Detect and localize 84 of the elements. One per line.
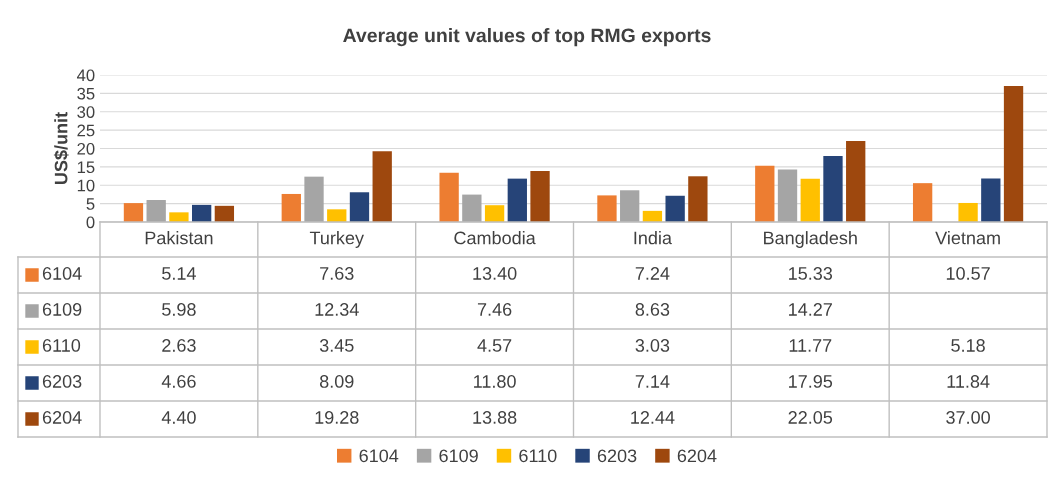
data-label: 4.66 [161, 375, 196, 388]
data-label: 8.09 [319, 375, 354, 388]
data-label: 4.40 [161, 411, 196, 424]
data-label: 7.46 [477, 303, 512, 316]
bar [146, 200, 166, 222]
bar [281, 193, 301, 222]
legend-label: 6109 [42, 303, 82, 316]
legend-label: 6104 [42, 267, 82, 280]
data-label: 13.40 [473, 267, 517, 280]
data-label: 8.63 [635, 303, 670, 316]
bar [304, 176, 324, 222]
bar [123, 203, 144, 222]
y-tick-label: 20 [77, 142, 95, 155]
bar [777, 169, 798, 222]
chart-title: Average unit values of top RMG exports [343, 28, 711, 47]
bar [688, 176, 708, 222]
data-label: 17.95 [789, 375, 833, 388]
x-tick-label: Vietnam [935, 231, 1000, 245]
data-label: 14.27 [789, 303, 832, 316]
data-label: 22.05 [788, 411, 833, 424]
y-tick-label: 10 [77, 179, 95, 192]
y-axis-title: US$/unit [53, 112, 69, 185]
bar [597, 195, 617, 222]
data-label: 10.57 [946, 267, 990, 280]
data-label: 7.14 [635, 375, 670, 388]
data-label: 12.44 [631, 411, 675, 424]
text: 6110 [519, 449, 557, 463]
data-label: 3.45 [319, 339, 354, 352]
bar [981, 178, 1001, 222]
y-tick-label: 25 [77, 124, 95, 137]
y-tick-label: 0 [86, 216, 95, 229]
y-tick-label: 15 [77, 161, 95, 174]
bar [214, 205, 235, 222]
bar [169, 212, 189, 222]
bar [755, 165, 775, 222]
data-label: 7.63 [320, 267, 354, 280]
data-label: 5.18 [951, 339, 985, 352]
data-label: 13.88 [473, 411, 517, 424]
bar [507, 178, 527, 222]
bar [439, 172, 459, 222]
data-label: 15.33 [789, 267, 833, 280]
data-label: 4.57 [477, 339, 512, 352]
data-label: 7.24 [635, 267, 670, 280]
bar [823, 156, 843, 222]
data-label: 12.34 [315, 303, 359, 316]
bar [372, 151, 392, 222]
x-tick-label: Turkey [309, 231, 364, 248]
x-tick-label: Bangladesh [764, 231, 857, 248]
text: 6109 [439, 449, 478, 463]
bar [530, 170, 550, 222]
text: 6204 [42, 411, 82, 424]
bar [349, 192, 370, 222]
bar [665, 195, 685, 222]
legend-label: 6203 [42, 375, 82, 388]
bar [1003, 86, 1024, 222]
data-label: 5.14 [162, 267, 196, 280]
x-tick-label: Pakistan [145, 231, 213, 245]
data-label: 5.98 [162, 303, 196, 316]
bar [800, 178, 820, 222]
data-label: 3.03 [635, 339, 670, 352]
y-tick-label: 40 [76, 69, 95, 82]
data-label: 2.63 [162, 339, 196, 352]
data-label: 11.84 [947, 375, 990, 388]
y-tick-label: 5 [86, 198, 95, 210]
legend-label: 6204 [677, 449, 717, 463]
x-tick-label: India [634, 231, 672, 245]
bar [912, 183, 933, 222]
text: 6104 [359, 449, 399, 463]
data-label: 19.28 [315, 411, 359, 424]
data-label: 37.00 [946, 411, 990, 424]
legend-label: 6110 [42, 339, 81, 352]
y-tick-label: 30 [77, 106, 95, 118]
bar [620, 190, 640, 222]
bar [846, 140, 866, 222]
bar [191, 204, 212, 222]
bar [958, 202, 978, 222]
x-tick-label: Cambodia [454, 231, 536, 245]
text: 6203 [597, 449, 637, 463]
y-tick-label: 35 [77, 87, 95, 100]
bar [484, 205, 505, 222]
data-label: 11.77 [789, 339, 832, 352]
bar [327, 209, 347, 222]
data-label: 11.80 [474, 375, 516, 388]
bar [462, 194, 482, 222]
